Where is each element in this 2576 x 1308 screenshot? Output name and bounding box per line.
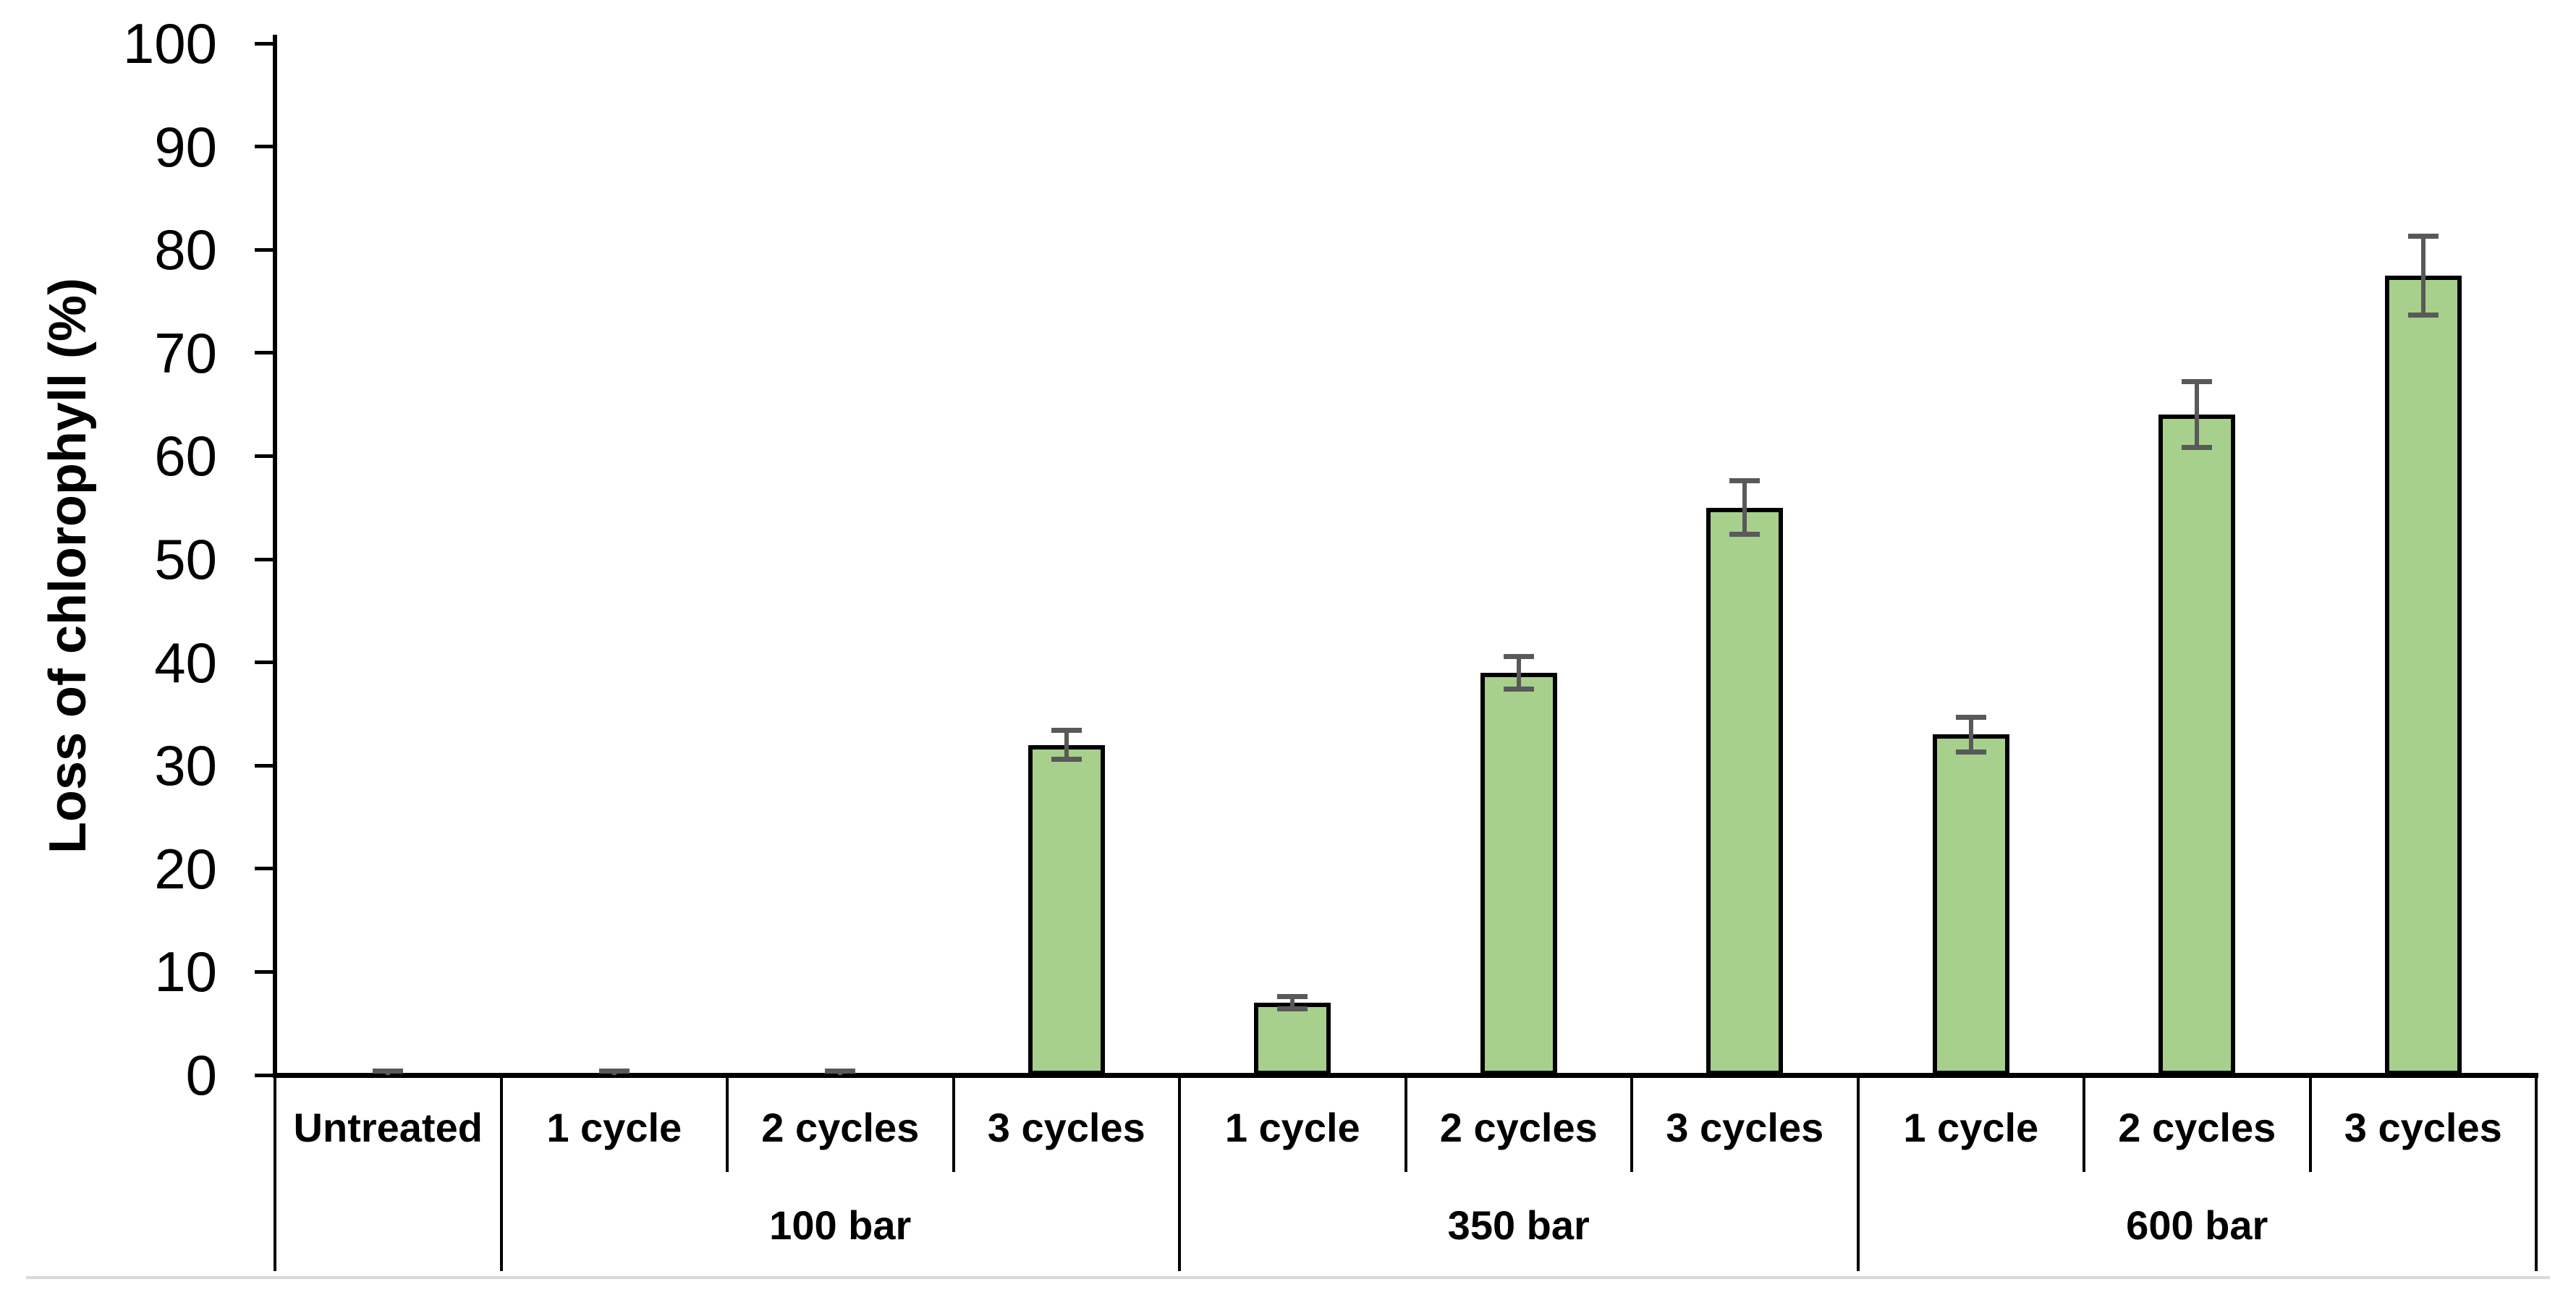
category-label: Untreated bbox=[293, 1104, 483, 1150]
group-divider bbox=[499, 1075, 503, 1271]
bar bbox=[1028, 745, 1105, 1075]
category-label: 2 cycles bbox=[761, 1104, 920, 1150]
group-label: 100 bar bbox=[769, 1202, 912, 1248]
window-edge-line bbox=[26, 1276, 2550, 1279]
bar bbox=[1706, 508, 1784, 1075]
bar bbox=[1254, 1003, 1331, 1075]
error-bar-cap-top bbox=[2182, 379, 2213, 385]
error-bar-cap-top bbox=[1955, 714, 1986, 720]
category-label: 3 cycles bbox=[987, 1104, 1145, 1150]
error-bar-cap-top bbox=[1277, 994, 1308, 1000]
error-bar-cap-top bbox=[1051, 728, 1082, 734]
error-bar-cap-top bbox=[1503, 653, 1534, 659]
y-tick-label: 90 bbox=[154, 114, 217, 179]
error-bar-cap-top bbox=[2407, 234, 2439, 239]
error-bar-cap-bottom bbox=[1277, 1006, 1308, 1012]
category-label: 3 cycles bbox=[2344, 1104, 2502, 1150]
category-label: 1 cycle bbox=[1224, 1104, 1360, 1150]
category-label: 1 cycle bbox=[1903, 1104, 2039, 1150]
y-tick bbox=[255, 1073, 275, 1077]
bar bbox=[2384, 276, 2462, 1075]
group-divider bbox=[1856, 1075, 1860, 1271]
y-tick bbox=[255, 969, 275, 974]
y-tick bbox=[255, 557, 275, 561]
group-label: 600 bar bbox=[2126, 1202, 2268, 1248]
category-label: 2 cycles bbox=[1439, 1104, 1598, 1150]
y-tick-label: 80 bbox=[154, 218, 217, 282]
category-divider bbox=[2083, 1075, 2085, 1172]
group-label bbox=[275, 1179, 501, 1271]
group-divider bbox=[274, 1075, 276, 1271]
category-label: 2 cycles bbox=[2118, 1104, 2276, 1150]
y-tick bbox=[255, 661, 275, 665]
y-tick-label: 20 bbox=[154, 836, 217, 901]
bar bbox=[2158, 415, 2236, 1075]
y-tick-label: 100 bbox=[122, 12, 217, 75]
y-tick bbox=[255, 247, 275, 252]
y-tick bbox=[255, 145, 275, 149]
bar bbox=[1480, 673, 1557, 1075]
category-divider bbox=[2308, 1075, 2312, 1172]
error-bar-cap-top bbox=[598, 1068, 630, 1074]
category-divider bbox=[1404, 1075, 1407, 1172]
y-tick bbox=[255, 454, 275, 458]
error-bar-line bbox=[2420, 236, 2425, 315]
error-bar-line bbox=[1742, 480, 1747, 535]
y-tick-label: 70 bbox=[154, 320, 217, 385]
category-label: 1 cycle bbox=[546, 1104, 682, 1150]
y-axis-line bbox=[273, 35, 277, 1078]
y-tick-label: 60 bbox=[154, 424, 217, 488]
error-bar-cap-bottom bbox=[1051, 757, 1082, 763]
y-tick-label: 50 bbox=[154, 527, 217, 591]
y-tick bbox=[255, 867, 275, 871]
error-bar-cap-top bbox=[373, 1068, 404, 1074]
y-tick-label: 30 bbox=[154, 734, 217, 798]
category-divider bbox=[1630, 1075, 1633, 1172]
error-bar-cap-bottom bbox=[2182, 445, 2213, 451]
y-tick bbox=[255, 351, 275, 355]
error-bar-cap-bottom bbox=[1729, 532, 1761, 538]
error-bar-cap-bottom bbox=[2407, 312, 2439, 318]
error-bar-cap-top bbox=[1729, 478, 1761, 484]
error-bar-cap-top bbox=[825, 1068, 856, 1074]
error-bar-line bbox=[1290, 996, 1295, 1009]
group-label: 350 bar bbox=[1447, 1202, 1590, 1248]
y-tick-label: 0 bbox=[185, 1043, 217, 1107]
error-bar-line bbox=[1064, 730, 1069, 760]
bar bbox=[1932, 734, 2009, 1075]
y-tick-label: 40 bbox=[154, 630, 217, 695]
category-divider bbox=[726, 1075, 729, 1172]
category-divider bbox=[952, 1075, 955, 1172]
y-tick bbox=[255, 41, 275, 46]
category-label: 3 cycles bbox=[1666, 1104, 1824, 1150]
error-bar-cap-bottom bbox=[1955, 749, 1986, 755]
y-tick bbox=[255, 763, 275, 768]
error-bar-line bbox=[1968, 717, 1973, 752]
error-bar-cap-bottom bbox=[1503, 687, 1534, 692]
group-divider bbox=[2535, 1075, 2538, 1271]
error-bar-line bbox=[1516, 656, 1521, 689]
error-bar-line bbox=[2195, 381, 2200, 448]
y-tick-label: 10 bbox=[154, 940, 217, 1004]
group-divider bbox=[1178, 1075, 1181, 1271]
